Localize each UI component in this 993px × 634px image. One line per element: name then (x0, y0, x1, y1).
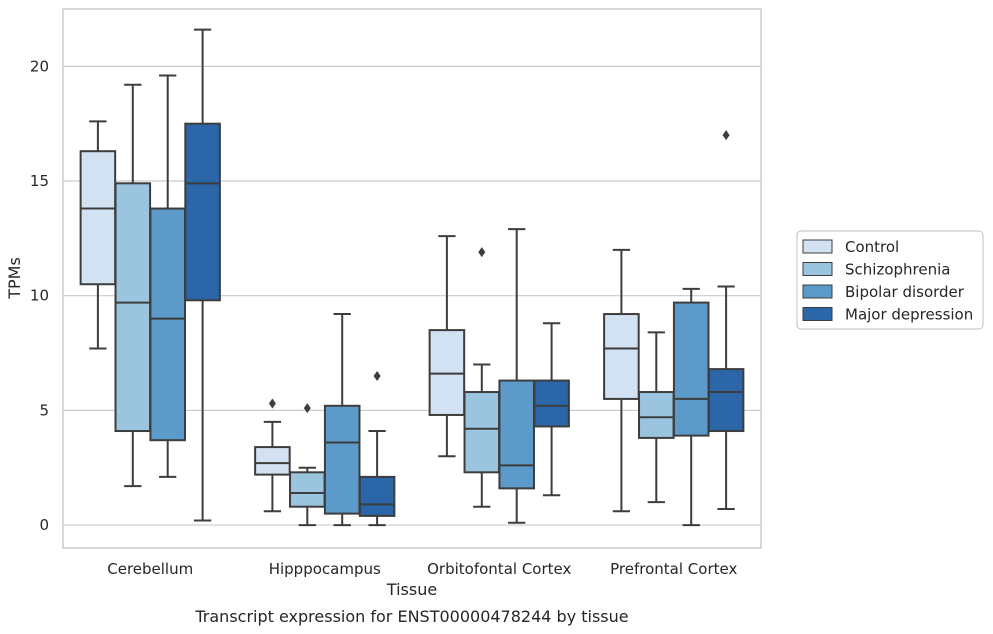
box-iqr (463, 391, 501, 474)
box-iqr (638, 391, 675, 439)
box-1-0 (254, 398, 291, 513)
box-iqr (323, 404, 361, 515)
legend-label: Schizophrenia (845, 261, 950, 279)
box-0-2 (149, 74, 186, 478)
x-axis-title: Tissue (386, 580, 437, 599)
box-iqr (603, 313, 640, 400)
legend: Control Schizophrenia Bipolar disorder Majo… (796, 230, 984, 330)
legend-label: Control (845, 238, 899, 256)
x-tick-label: Prefrontal Cortex (610, 560, 737, 578)
box-iqr (184, 122, 221, 302)
box-1-2 (323, 313, 361, 527)
x-tick-label: Hipppocampus (269, 560, 381, 578)
y-tick-label: 20 (30, 57, 49, 75)
box-iqr (533, 379, 570, 428)
box-3-3 (707, 130, 745, 511)
box-3-1 (638, 331, 675, 504)
box-2-2 (498, 228, 535, 524)
box-1-3 (358, 370, 396, 527)
y-axis-title: TPMs (5, 257, 24, 300)
outlier-point (373, 370, 381, 381)
y-tick-labels: 0 5 10 15 20 (30, 57, 49, 534)
legend-frame (796, 230, 984, 330)
outlier-point (478, 247, 486, 258)
legend-swatch (802, 307, 833, 321)
outlier-point (268, 398, 276, 409)
chart-caption: Transcript expression for ENST0000047824… (194, 607, 628, 626)
box-iqr (672, 301, 710, 437)
box-iqr (289, 471, 326, 508)
x-tick-labels: Cerebellum Hipppocampus Orbitofontal Corte… (107, 560, 737, 578)
outlier-point (303, 403, 311, 414)
box-0-0 (79, 120, 117, 350)
box-0-1 (114, 83, 152, 488)
box-3-0 (603, 248, 640, 513)
y-tick-label: 5 (39, 401, 49, 419)
boxes (79, 28, 745, 527)
box-2-3 (533, 322, 570, 497)
legend-label: Major depression (845, 306, 973, 324)
box-iqr (707, 368, 745, 433)
box-2-0 (428, 235, 466, 458)
y-tick-label: 15 (30, 172, 49, 190)
box-iqr (114, 182, 152, 433)
box-iqr (254, 446, 291, 476)
box-iqr (428, 329, 466, 416)
y-tick-label: 0 (39, 516, 49, 534)
box-iqr (149, 207, 186, 442)
box-2-1 (463, 247, 501, 508)
legend-swatch (802, 284, 833, 299)
x-tick-label: Cerebellum (107, 560, 193, 578)
box-0-3 (184, 28, 221, 522)
plot-frame (62, 8, 762, 549)
box-iqr (358, 475, 396, 517)
outlier-point (722, 130, 730, 141)
box-iqr (79, 150, 117, 286)
box-iqr (498, 379, 535, 490)
legend-label: Bipolar disorder (845, 283, 965, 301)
legend-swatch (802, 239, 833, 254)
y-tick-label: 10 (30, 287, 49, 305)
legend-swatch (802, 262, 833, 276)
x-tick-label: Orbitofontal Cortex (427, 560, 571, 578)
